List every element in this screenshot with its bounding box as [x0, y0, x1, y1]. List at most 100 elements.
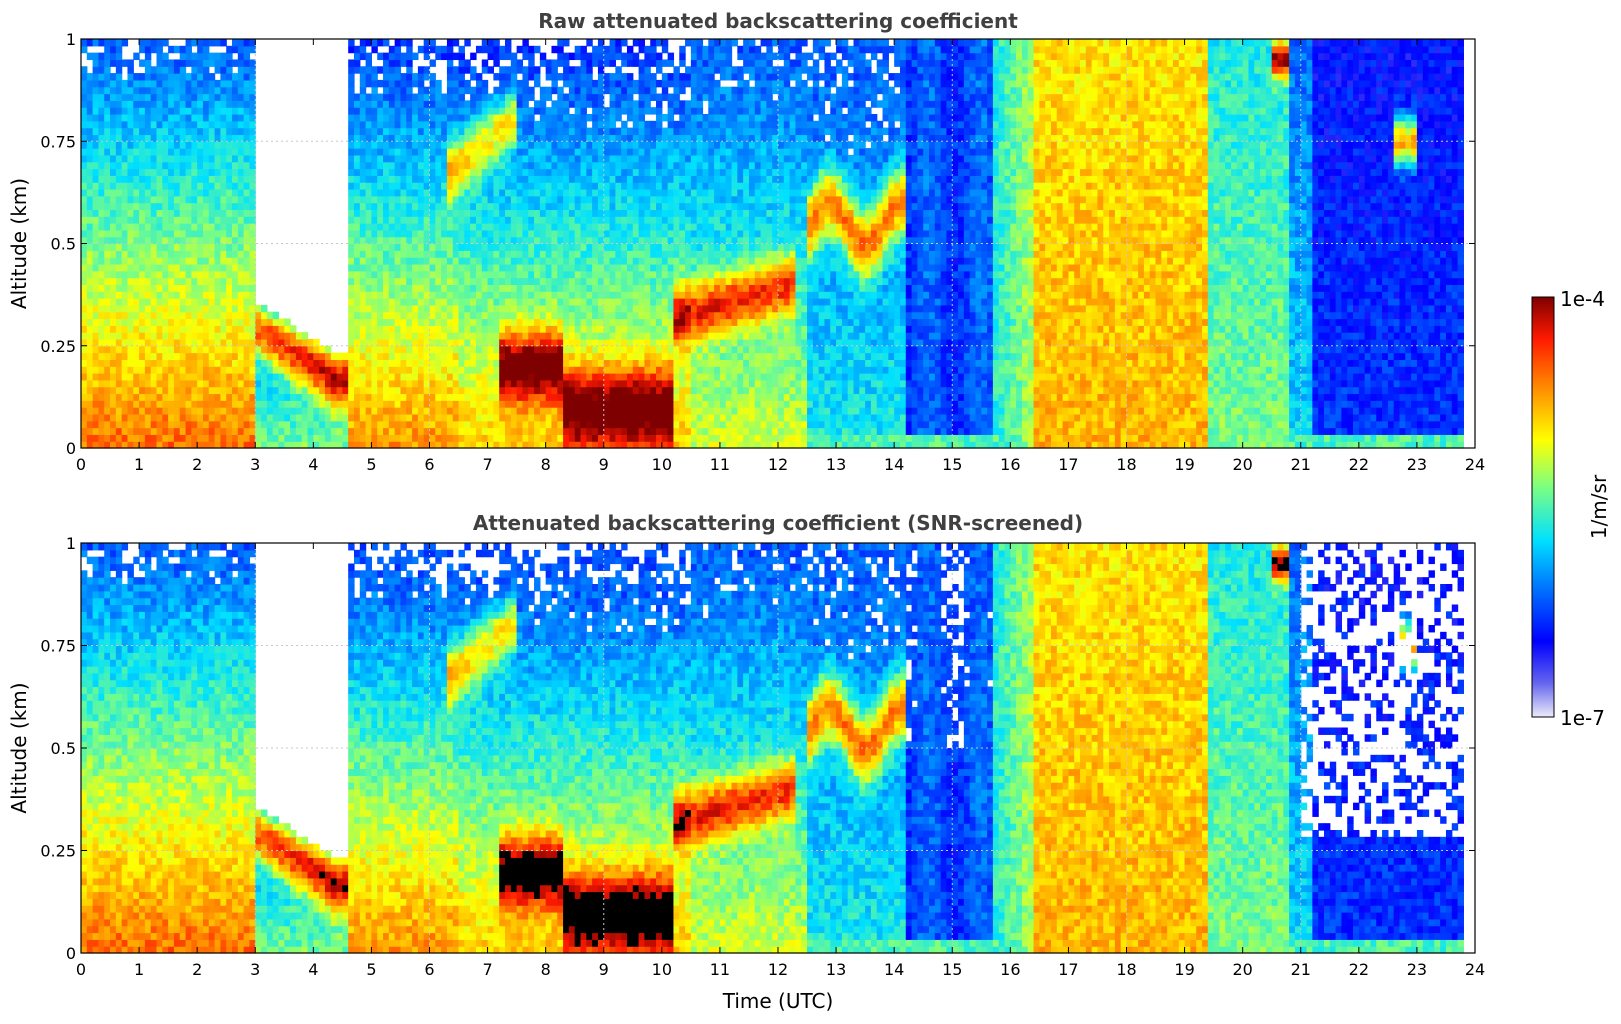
heatmap-cell [505, 386, 512, 395]
heatmap-cell [377, 263, 384, 272]
heatmap-cell [162, 257, 169, 265]
heatmap-cell [528, 311, 535, 320]
heatmap-cell [412, 373, 419, 381]
heatmap-cell [528, 209, 535, 217]
heatmap-cell [371, 413, 378, 422]
heatmap-cell [522, 400, 529, 408]
heatmap-cell [249, 236, 256, 245]
heatmap-cell [493, 318, 500, 326]
heatmap-cell [220, 141, 227, 149]
heatmap-cell [400, 168, 407, 176]
heatmap-cell [98, 434, 105, 442]
heatmap-cell [528, 52, 535, 61]
heatmap-cell [580, 216, 587, 224]
heatmap-cell [638, 257, 646, 265]
heatmap-cell [429, 379, 436, 388]
heatmap-cell [528, 202, 535, 211]
heatmap-cell [202, 359, 210, 367]
heatmap-cell [446, 338, 454, 347]
heatmap-cell [475, 79, 483, 88]
heatmap-cell [505, 236, 512, 245]
heatmap-cell [185, 120, 192, 129]
heatmap-cell [377, 257, 384, 265]
heatmap-cell [394, 113, 402, 122]
heatmap-cell [516, 386, 524, 395]
heatmap-cell [127, 250, 134, 258]
heatmap-cell [446, 229, 454, 238]
heatmap-cell [295, 393, 303, 401]
heatmap-cell [632, 359, 640, 367]
heatmap-cell [510, 127, 518, 136]
heatmap-cell [162, 420, 169, 429]
heatmap-cell [220, 407, 227, 415]
heatmap-cell [232, 304, 239, 313]
heatmap-cell [516, 188, 524, 197]
heatmap-cell [458, 359, 465, 367]
heatmap-cell [417, 216, 425, 224]
heatmap-cell [365, 434, 373, 442]
heatmap-cell [371, 257, 378, 265]
heatmap-cell [580, 45, 587, 54]
heatmap-cell [81, 127, 88, 136]
heatmap-cell [86, 134, 94, 142]
heatmap-cell [81, 318, 88, 326]
heatmap-cell [528, 277, 535, 285]
heatmap-cell [423, 175, 431, 183]
heatmap-cell [394, 373, 402, 381]
heatmap-cell [638, 270, 646, 279]
heatmap-cell [249, 223, 256, 231]
heatmap-cell [487, 182, 494, 190]
heatmap-cell [615, 202, 622, 211]
heatmap-cell [202, 209, 210, 217]
heatmap-cell [470, 168, 477, 176]
heatmap-cell [534, 148, 541, 156]
heatmap-cell [609, 202, 616, 211]
heatmap-cell [487, 338, 494, 347]
heatmap-cell [202, 182, 210, 190]
heatmap-cell [632, 209, 640, 217]
heatmap-cell [383, 236, 390, 245]
heatmap-cell [168, 134, 175, 142]
heatmap-cell [458, 127, 465, 136]
heatmap-cell [609, 359, 616, 367]
heatmap-cell [150, 66, 158, 74]
heatmap-cell [220, 325, 227, 333]
heatmap-cell [98, 66, 105, 74]
heatmap-cell [173, 277, 181, 285]
heatmap-cell [423, 66, 431, 74]
heatmap-cell [406, 298, 413, 306]
heatmap-cell [568, 257, 576, 265]
heatmap-cell [586, 148, 593, 156]
heatmap-cell [406, 52, 413, 61]
heatmap-cell [197, 257, 204, 265]
heatmap-cell [615, 148, 622, 156]
heatmap-cell [377, 188, 384, 197]
heatmap-cell [220, 148, 227, 156]
heatmap-cell [505, 168, 512, 176]
heatmap-cell [545, 298, 553, 306]
heatmap-cell [371, 298, 378, 306]
heatmap-cell [597, 284, 605, 292]
heatmap-cell [104, 277, 111, 285]
heatmap-cell [475, 338, 483, 347]
heatmap-cell [458, 277, 465, 285]
heatmap-cell [81, 100, 88, 108]
heatmap-cell [365, 311, 373, 320]
heatmap-cell [452, 345, 460, 354]
heatmap-cell [493, 161, 500, 170]
heatmap-cell [609, 195, 616, 204]
heatmap-cell [121, 298, 129, 306]
heatmap-cell [185, 188, 192, 197]
heatmap-cell [510, 195, 518, 204]
heatmap-cell [458, 441, 465, 449]
heatmap-cell [104, 182, 111, 190]
heatmap-cell [394, 229, 402, 238]
heatmap-cell [133, 100, 140, 108]
heatmap-cell [371, 134, 378, 142]
heatmap-cell [429, 250, 436, 258]
heatmap-cell [574, 161, 582, 170]
heatmap-cell [365, 291, 373, 299]
heatmap-cell [185, 73, 192, 81]
heatmap-cell [458, 263, 465, 272]
heatmap-cell [446, 100, 454, 108]
